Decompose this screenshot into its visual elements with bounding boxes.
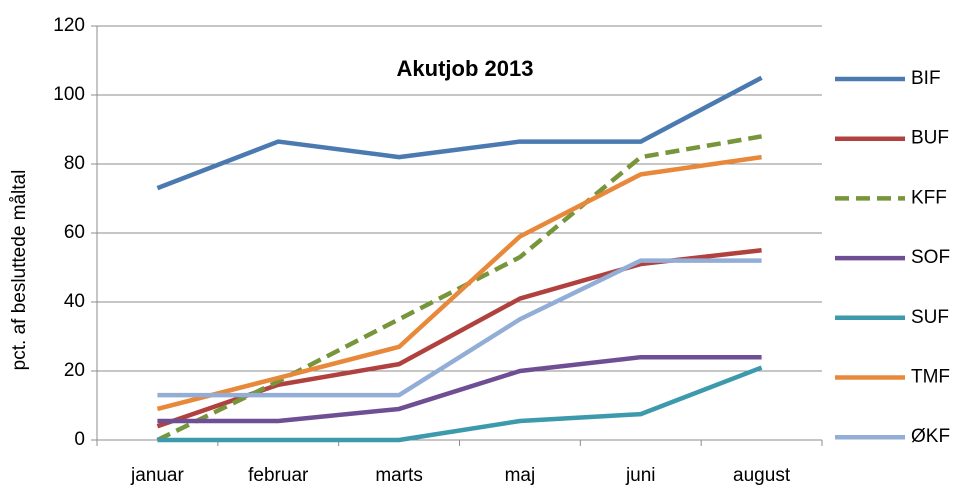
y-tick-label: 20 bbox=[64, 360, 85, 381]
legend-label: KFF bbox=[911, 187, 947, 208]
legend-label: SOF bbox=[911, 247, 950, 268]
series-line bbox=[157, 258, 762, 398]
series-line bbox=[156, 154, 762, 412]
x-tick-label: februar bbox=[248, 465, 309, 486]
series-line bbox=[157, 365, 763, 443]
series-line bbox=[156, 134, 762, 443]
x-tick-label: maj bbox=[505, 465, 536, 486]
y-tick-label: 40 bbox=[64, 291, 85, 312]
y-tick-label: 100 bbox=[53, 84, 85, 105]
legend-label: TMF bbox=[911, 367, 950, 388]
chart-title: Akutjob 2013 bbox=[397, 56, 534, 81]
legend-label: SUF bbox=[911, 307, 949, 328]
y-tick-label: 120 bbox=[53, 15, 85, 36]
series-line bbox=[157, 354, 762, 424]
legend-label: BIF bbox=[911, 68, 941, 89]
y-tick-label: 60 bbox=[64, 222, 85, 243]
series-line bbox=[156, 75, 763, 191]
x-tick-label: marts bbox=[375, 465, 423, 486]
legend-label: ØKF bbox=[911, 426, 950, 447]
x-tick-label: juni bbox=[625, 465, 656, 486]
y-tick-label: 80 bbox=[64, 153, 85, 174]
legend-label: BUF bbox=[911, 128, 949, 149]
x-tick-label: januar bbox=[130, 465, 184, 486]
y-tick-label: 0 bbox=[74, 429, 85, 450]
y-axis-label: pct. af besluttede måltal bbox=[9, 170, 30, 371]
x-tick-label: august bbox=[733, 465, 791, 486]
series-line bbox=[156, 248, 762, 429]
